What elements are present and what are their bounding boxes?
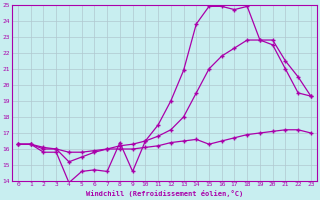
X-axis label: Windchill (Refroidissement éolien,°C): Windchill (Refroidissement éolien,°C) — [86, 190, 243, 197]
